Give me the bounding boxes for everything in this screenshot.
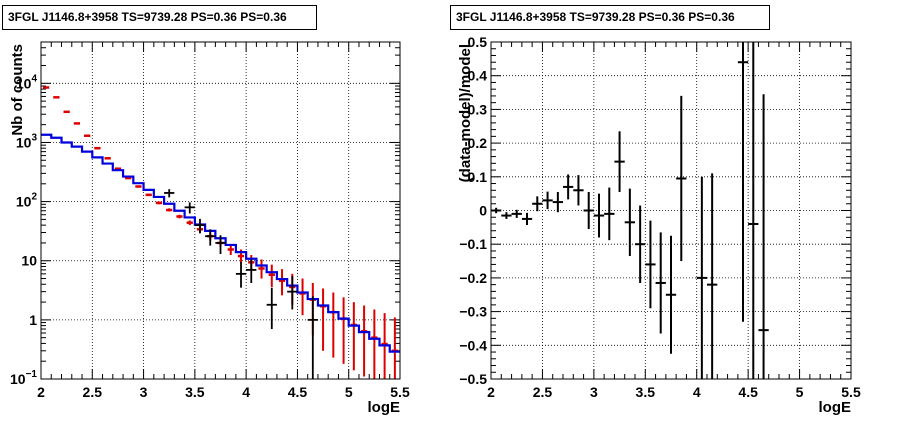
x-axis-title: logE — [819, 399, 852, 416]
x-tick-label: 4.5 — [738, 384, 758, 400]
x-tick-label: 2.5 — [83, 384, 103, 400]
y-tick-label: −0.3 — [459, 304, 487, 320]
y-tick-label: 0.5 — [468, 34, 488, 50]
y-tick-label: 10 — [21, 253, 37, 269]
y-axis-title: (data-model)/model — [457, 44, 474, 182]
x-tick-label: 3.5 — [185, 384, 205, 400]
y-tick-label: 1 — [29, 312, 37, 328]
x-tick-label: 4 — [693, 384, 701, 400]
y-axis-title: Nb of counts — [9, 44, 26, 136]
y-tick-label: −0.2 — [459, 270, 487, 286]
y-tick-label: 0.4 — [468, 68, 488, 84]
y-tick-label: 0.3 — [468, 101, 488, 117]
x-tick-label: 3 — [140, 384, 148, 400]
y-tick-label: 102 — [16, 192, 38, 210]
y-tick-label: −0.4 — [459, 337, 487, 353]
x-tick-label: 5 — [796, 384, 804, 400]
x-tick-label: 2 — [487, 384, 495, 400]
y-tick-label: 104 — [16, 73, 38, 91]
x-tick-label: 3.5 — [636, 384, 656, 400]
x-tick-label: 2.5 — [533, 384, 553, 400]
x-tick-label: 4.5 — [288, 384, 308, 400]
plot-frame — [40, 41, 401, 380]
y-tick-label: −0.5 — [459, 371, 487, 387]
y-tick-label: 0.1 — [468, 169, 488, 185]
counts-panel-title: 3FGL J1146.8+3958 TS=9739.28 PS=0.36 PS=… — [2, 5, 317, 30]
x-tick-label: 4 — [242, 384, 250, 400]
y-tick-label: 10−1 — [10, 369, 37, 387]
y-tick-label: 0.2 — [468, 135, 488, 151]
residuals-panel: −0.5 −0.4 −0.3 −0.2 −0.1 0 0.1 0.2 0.3 0.4 0.5 2 2.5… — [457, 34, 861, 416]
plot-frame — [490, 41, 852, 380]
y-tick-label: 0 — [479, 203, 487, 219]
plot-area — [41, 42, 400, 379]
residuals-panel-title: 3FGL J1146.8+3958 TS=9739.28 PS=0.36 PS=… — [450, 5, 770, 30]
y-tick-label: 103 — [16, 132, 38, 150]
x-axis-title: logE — [368, 399, 401, 416]
x-tick-label: 5.5 — [390, 384, 410, 400]
y-tick-label: −0.1 — [459, 236, 487, 252]
x-tick-label: 3 — [590, 384, 598, 400]
x-tick-label: 5.5 — [841, 384, 861, 400]
x-tick-label: 5 — [345, 384, 353, 400]
x-tick-label: 2 — [37, 384, 45, 400]
